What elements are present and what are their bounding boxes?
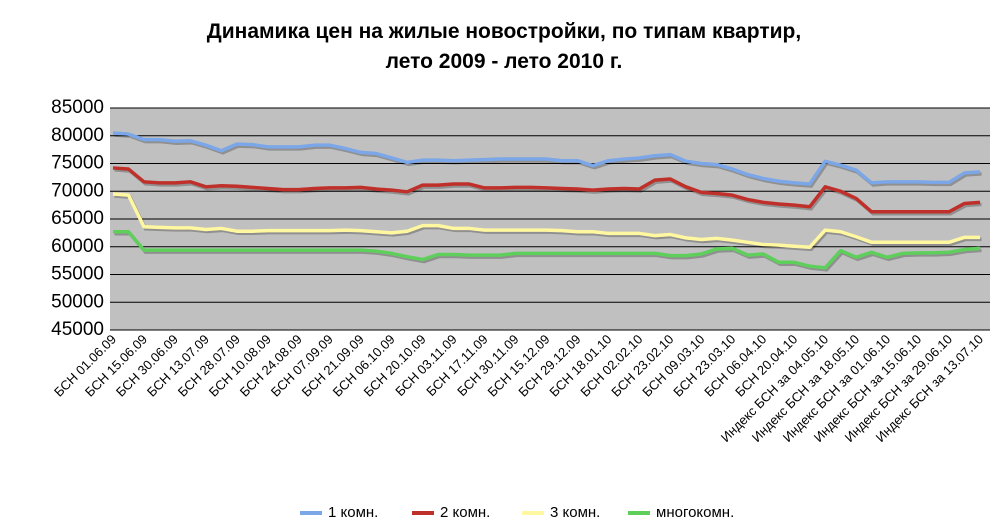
y-tick-label: 55000 — [51, 264, 104, 285]
y-tick-label: 50000 — [51, 291, 104, 312]
y-tick-label: 60000 — [51, 236, 104, 257]
y-tick-label: 65000 — [51, 208, 104, 229]
series-line — [113, 230, 981, 270]
series-line — [112, 166, 981, 214]
line-shadow — [114, 194, 982, 252]
y-tick-label: 80000 — [51, 125, 104, 146]
legend-label: многокомн. — [656, 504, 734, 521]
legend-label: 3 комн. — [550, 504, 600, 521]
y-tick-label: 45000 — [51, 319, 104, 340]
line-shadow — [114, 232, 982, 272]
y-tick-label: 85000 — [51, 97, 104, 118]
legend-label: 2 комн. — [440, 504, 490, 521]
y-tick-label: 70000 — [51, 180, 104, 201]
y-tick-label: 75000 — [51, 153, 104, 174]
chart-title: Динамика цен на жилые новостройки, по ти… — [207, 20, 801, 43]
series-line — [112, 131, 981, 186]
chart-title: лето 2009 - лето 2010 г. — [386, 50, 623, 73]
series-line — [112, 192, 980, 250]
legend-label: 1 комн. — [328, 504, 378, 521]
